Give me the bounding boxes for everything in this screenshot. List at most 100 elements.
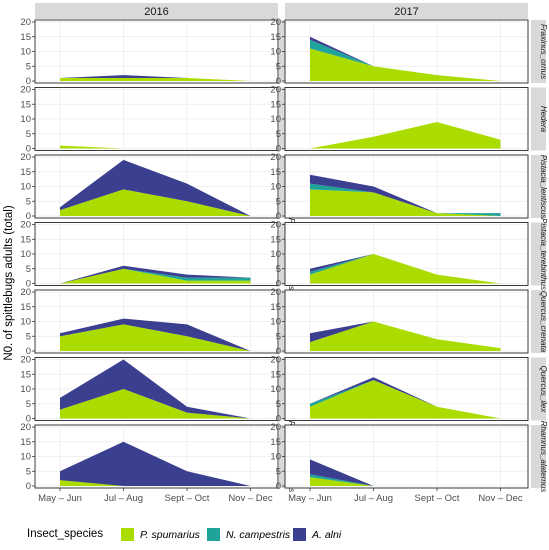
y-tick-label: 20	[20, 17, 31, 28]
y-tick-label: 20	[20, 422, 31, 433]
y-tick-label: 0	[276, 211, 281, 222]
area-series	[60, 389, 251, 419]
y-tick-label: 0	[276, 76, 281, 87]
y-tick-label: 5	[26, 196, 31, 207]
x-tick-label: Jul – Aug	[104, 493, 143, 504]
legend-swatch	[121, 528, 134, 541]
area-series	[60, 318, 251, 351]
row-strip	[531, 20, 546, 83]
legend-label: A. alni	[311, 529, 342, 541]
y-tick-label: 15	[20, 234, 31, 245]
row-strip-label: Hedera	[539, 106, 548, 133]
x-tick-label: Jul – Aug	[354, 493, 393, 504]
y-tick-label: 10	[270, 47, 281, 58]
area-series	[60, 324, 251, 351]
y-tick-label: 10	[20, 47, 31, 58]
y-tick-label: 5	[26, 331, 31, 342]
area-series	[60, 78, 251, 81]
area-series	[60, 268, 251, 284]
legend-label: N. campestris	[226, 529, 291, 541]
y-tick-label: 5	[276, 61, 281, 72]
y-tick-label: 20	[20, 85, 31, 96]
row-strip-label: Rhamnus_alaternus	[539, 421, 548, 493]
area-series	[310, 254, 501, 284]
area-series	[60, 159, 251, 216]
y-tick-label: 15	[20, 99, 31, 110]
y-tick-label: 15	[270, 234, 281, 245]
y-tick-label: 10	[270, 114, 281, 125]
panel: 0 5 10 15 20 Fraxinus_ornus	[270, 17, 548, 87]
x-tick-label: Sept – Oct	[165, 493, 210, 504]
y-tick-label: 0	[276, 279, 281, 290]
y-tick-label: 10	[20, 114, 31, 125]
area-series	[60, 189, 251, 216]
y-tick-label: 20	[270, 287, 281, 298]
row-strip	[531, 290, 546, 353]
area-series	[310, 189, 501, 216]
x-tick-label: May – Jun	[38, 493, 82, 504]
y-tick-label: 0	[26, 481, 31, 492]
panel: 0 5 10 15 20 May – Jun Jul – Aug Sept – Oct Nov …	[20, 421, 296, 504]
y-tick-label: 15	[270, 369, 281, 380]
row-strip	[531, 425, 546, 488]
row-strip-label: Pistacia_terebinthus	[539, 218, 548, 290]
y-tick-label: 10	[20, 249, 31, 260]
row-strip-label: Pistacia_lentiscus	[539, 155, 548, 219]
y-tick-label: 5	[26, 129, 31, 140]
y-tick-label: 5	[276, 196, 281, 207]
legend-swatch	[293, 528, 306, 541]
area-series	[60, 145, 124, 149]
row-strip	[531, 155, 546, 218]
y-tick-label: 15	[270, 302, 281, 313]
y-tick-label: 0	[276, 481, 281, 492]
row-strip	[531, 222, 546, 286]
area-series	[310, 122, 501, 149]
area-series	[310, 321, 501, 351]
y-tick-label: 10	[20, 384, 31, 395]
y-tick-label: 15	[20, 167, 31, 178]
y-tick-label: 20	[270, 355, 281, 366]
y-tick-label: 20	[270, 17, 281, 28]
y-tick-label: 10	[20, 317, 31, 328]
y-tick-label: 0	[26, 211, 31, 222]
panels-layer: 2016201705101520Fraxinus_ornus05101520Fr…	[20, 3, 548, 504]
panel: 0 5 10 15 20 May – Jun Jul – Aug Sept – Oct Nov …	[270, 421, 548, 504]
y-tick-label: 10	[20, 182, 31, 193]
legend: Insect_species P. spumarius N. campestris…	[27, 528, 342, 541]
y-tick-label: 20	[270, 152, 281, 163]
x-tick-label: Nov – Dec	[228, 493, 273, 504]
column-strip-label: 2016	[144, 6, 168, 18]
x-tick-label: Sept – Oct	[415, 493, 460, 504]
y-tick-label: 20	[20, 152, 31, 163]
y-tick-label: 0	[26, 279, 31, 290]
column-strip	[35, 3, 278, 19]
y-tick-label: 20	[20, 220, 31, 231]
y-tick-label: 5	[276, 399, 281, 410]
y-tick-label: 20	[20, 287, 31, 298]
y-tick-label: 0	[26, 414, 31, 425]
row-strip-label: Fraxinus_ornus	[539, 24, 548, 79]
x-tick-label: May – Jun	[288, 493, 332, 504]
y-tick-label: 10	[270, 317, 281, 328]
y-tick-label: 15	[270, 99, 281, 110]
legend-title: Insect_species	[27, 528, 103, 540]
y-tick-label: 10	[270, 384, 281, 395]
area-series	[60, 359, 251, 419]
row-strip	[531, 87, 546, 151]
y-tick-label: 15	[270, 437, 281, 448]
y-tick-label: 0	[276, 346, 281, 357]
area-series	[60, 265, 251, 284]
y-axis-title: N0. of spittlebugs adults (total)	[3, 205, 15, 360]
row-strip-label: Quercus_crenata	[539, 291, 548, 353]
y-tick-label: 5	[276, 466, 281, 477]
column-strip	[285, 3, 528, 19]
column-strip-label: 2017	[394, 6, 418, 18]
area-series	[310, 459, 374, 486]
